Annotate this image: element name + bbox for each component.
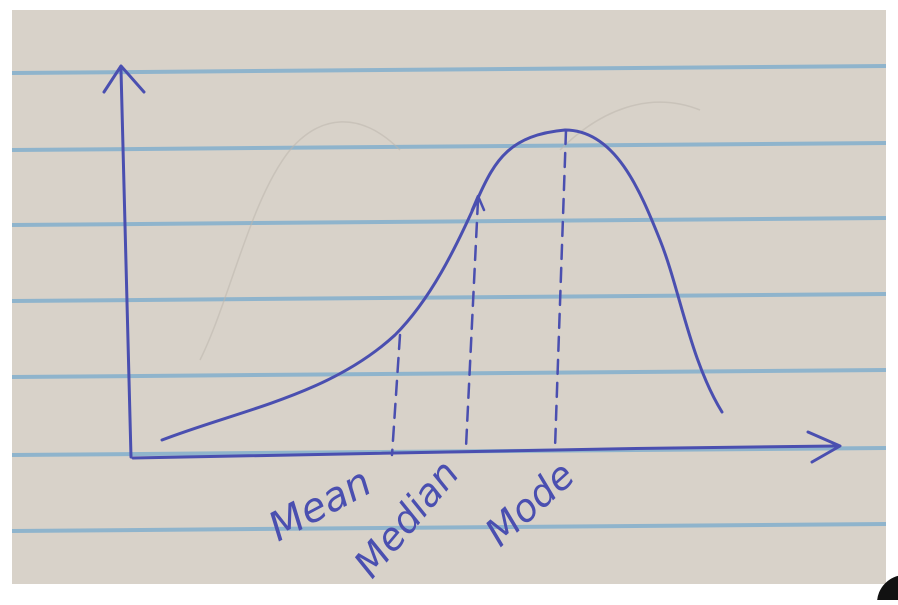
mode-guide-line (553, 128, 568, 450)
median-guide-line (464, 198, 480, 449)
faint-pencil-curve (199, 121, 401, 361)
distribution-curve (160, 128, 724, 442)
ruled-line (11, 292, 887, 303)
ruled-lines (11, 64, 887, 533)
y-axis (119, 68, 133, 459)
x-axis-arrowhead (806, 430, 842, 464)
ruled-line (11, 141, 887, 152)
mean-guide-line (390, 333, 402, 457)
ruled-line (11, 522, 887, 533)
x-axis (131, 444, 838, 460)
ruled-line (11, 64, 887, 75)
median-guide-arrowhead (470, 194, 486, 212)
faint-pencil-curve (559, 101, 701, 151)
ruled-line (11, 216, 887, 227)
corner-dark-mark (877, 575, 898, 605)
faint-pencil-marks (199, 101, 701, 361)
ruled-line (11, 368, 887, 379)
y-axis-arrowhead (102, 64, 146, 94)
